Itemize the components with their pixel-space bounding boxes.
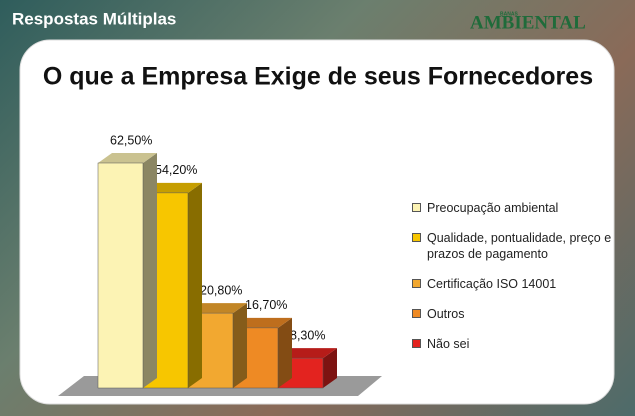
bars: 8,30% 16,70%20,80% 54,20% 62,50% xyxy=(97,133,337,389)
legend-swatch xyxy=(412,203,421,212)
legend-label: Preocupação ambiental xyxy=(427,201,559,215)
chart-title: O que a Empresa Exige de seus Fornecedor… xyxy=(43,63,593,91)
brand-small: BANAS xyxy=(500,11,518,17)
legend-label: Qualidade, pontualidade, preço e prazos … xyxy=(427,231,612,261)
bar-side xyxy=(188,182,202,388)
legend-item: Certificação ISO 14001 xyxy=(412,276,612,292)
section-title: Respostas Múltiplas xyxy=(12,9,176,28)
value-label: 16,70% xyxy=(245,298,287,312)
brand: AMBIENTAL xyxy=(470,12,586,33)
bar-top xyxy=(233,317,292,328)
bar-top xyxy=(98,153,157,163)
bar-side xyxy=(143,153,157,388)
legend-label: Outros xyxy=(427,307,465,321)
value-label: 54,20% xyxy=(155,163,197,177)
legend-swatch xyxy=(412,309,421,318)
bar-side xyxy=(278,317,292,388)
bar-top xyxy=(143,182,202,193)
bar-top xyxy=(278,348,337,359)
legend-swatch xyxy=(412,279,421,288)
legend-label: Certificação ISO 14001 xyxy=(427,277,557,291)
legend-item: Qualidade, pontualidade, preço e prazos … xyxy=(412,230,612,262)
legend-swatch xyxy=(412,233,421,242)
legend-item: Preocupação ambiental xyxy=(412,200,612,216)
value-label: 8,30% xyxy=(290,328,325,342)
legend-label: Não sei xyxy=(427,337,470,351)
legend-item: Não sei xyxy=(412,336,612,352)
bar-side xyxy=(323,348,337,388)
value-label: 20,80% xyxy=(200,283,242,297)
legend-item: Outros xyxy=(412,306,612,322)
bar-side xyxy=(233,303,247,388)
legend-swatch xyxy=(412,339,421,348)
bar xyxy=(97,162,144,389)
legend: Preocupação ambiental Qualidade, pontuali… xyxy=(412,200,612,366)
value-label: 62,50% xyxy=(110,133,152,147)
bar-top xyxy=(188,303,247,314)
